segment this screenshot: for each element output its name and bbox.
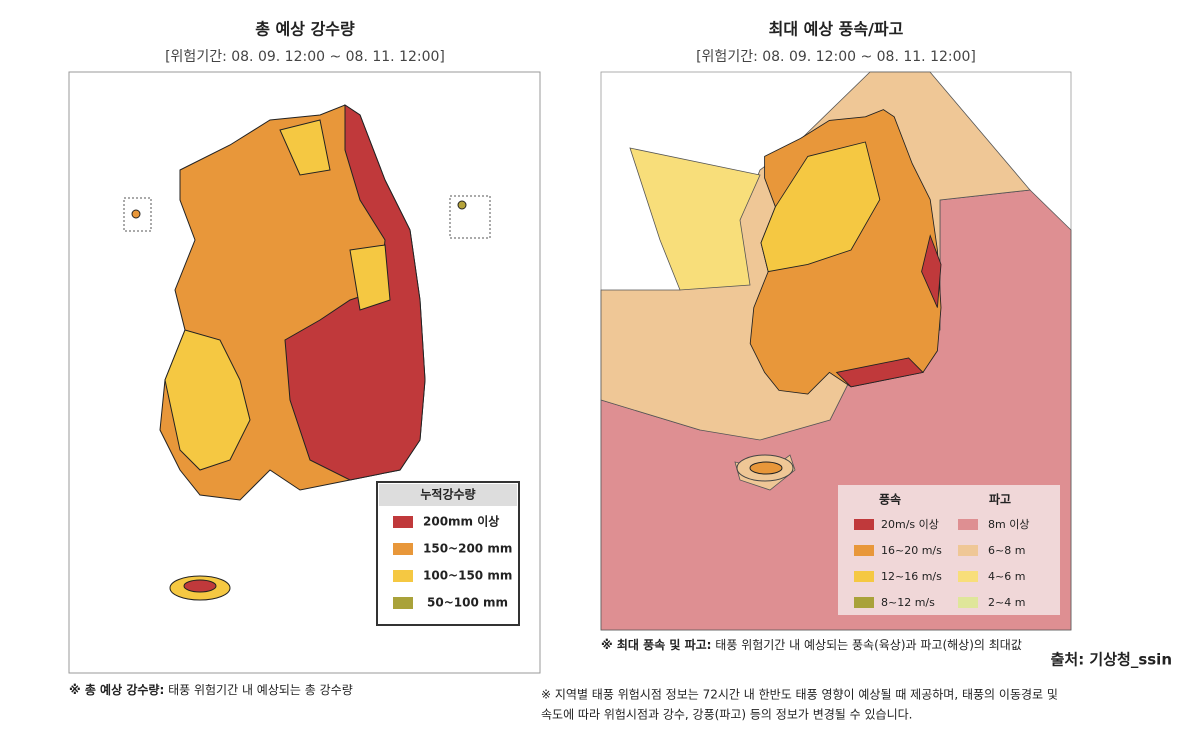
legend-label: 2~4 m — [988, 596, 1025, 609]
note-label: ※ 총 예상 강수량: — [69, 682, 164, 697]
legend-swatch — [854, 571, 874, 582]
legend-label: 4~6 m — [988, 570, 1025, 583]
jeju-land — [749, 461, 783, 475]
wind-wave-legend: 풍속 파고 20m/s 이상 16~20 m/s 12~16 m/s 8~12 … — [838, 485, 1060, 615]
island — [457, 200, 467, 210]
legend-swatch — [958, 571, 978, 582]
left-title: 총 예상 강수량 — [255, 20, 355, 39]
legend-label: 50~100 mm — [427, 596, 508, 610]
legend-label: 16~20 m/s — [881, 544, 942, 557]
jeju-core — [183, 579, 217, 593]
legend-swatch — [393, 543, 413, 555]
legend-swatch — [854, 597, 874, 608]
land-12-16 — [760, 141, 881, 273]
legend-swatch — [958, 545, 978, 556]
legend-box — [838, 485, 1060, 615]
legend-label: 200mm 이상 — [423, 514, 499, 529]
legend-swatch — [393, 516, 413, 528]
sea-4-6m — [629, 147, 761, 291]
legend-label: 8~12 m/s — [881, 596, 935, 609]
rain-map — [159, 104, 426, 601]
right-title: 최대 예상 풍속/파고 — [769, 20, 904, 39]
island — [131, 209, 141, 219]
rain-legend: 누적강수량 200mm 이상 150~200 mm 100~150 mm 50~… — [376, 481, 520, 626]
wind-land — [749, 109, 942, 395]
legend-swatch — [854, 519, 874, 530]
inset-box — [123, 197, 152, 232]
legend-title: 누적강수량 — [420, 487, 475, 502]
legend-label: 8m 이상 — [988, 518, 1029, 531]
note-text: 태풍 위험기간 내 예상되는 풍속(육상)과 파고(해상)의 최대값 — [715, 638, 1022, 652]
legend-label: 12~16 m/s — [881, 570, 942, 583]
left-note: ※ 총 예상 강수량: 태풍 위험기간 내 예상되는 총 강수량 — [69, 682, 353, 697]
land-yellow — [279, 119, 331, 176]
right-period: [위험기간: 08. 09. 12:00 ~ 08. 11. 12:00] — [696, 49, 976, 65]
legend-swatch — [958, 597, 978, 608]
legend-header — [379, 484, 517, 506]
legend-title: 풍속 — [879, 493, 901, 507]
legend-swatch — [854, 545, 874, 556]
land-yellow — [164, 329, 251, 471]
legend-label: 100~150 mm — [423, 569, 512, 583]
note-label: ※ 최대 풍속 및 파고: — [601, 637, 711, 652]
footnote-line: ※ 지역별 태풍 위험시점 정보는 72시간 내 한반도 태풍 영향이 예상될 … — [541, 688, 1058, 702]
source: 출처: 기상청_ssin — [1051, 651, 1172, 669]
land-20 — [835, 234, 942, 388]
legend-label: 20m/s 이상 — [881, 518, 939, 531]
legend-label: 150~200 mm — [423, 542, 512, 556]
inset-box — [449, 195, 491, 239]
legend-label: 6~8 m — [988, 544, 1025, 557]
note-text: 태풍 위험기간 내 예상되는 총 강수량 — [168, 683, 353, 697]
footnote-line: 속도에 따라 위험시점과 강수, 강풍(파고) 등의 정보가 변경될 수 있습니… — [541, 708, 913, 722]
legend-swatch — [958, 519, 978, 530]
land-yellow — [349, 244, 391, 311]
left-period: [위험기간: 08. 09. 12:00 ~ 08. 11. 12:00] — [165, 49, 445, 65]
legend-title: 파고 — [989, 492, 1011, 507]
legend-swatch — [393, 570, 413, 582]
right-note: ※ 최대 풍속 및 파고: 태풍 위험기간 내 예상되는 풍속(육상)과 파고(… — [601, 637, 1022, 652]
legend-swatch — [393, 597, 413, 609]
